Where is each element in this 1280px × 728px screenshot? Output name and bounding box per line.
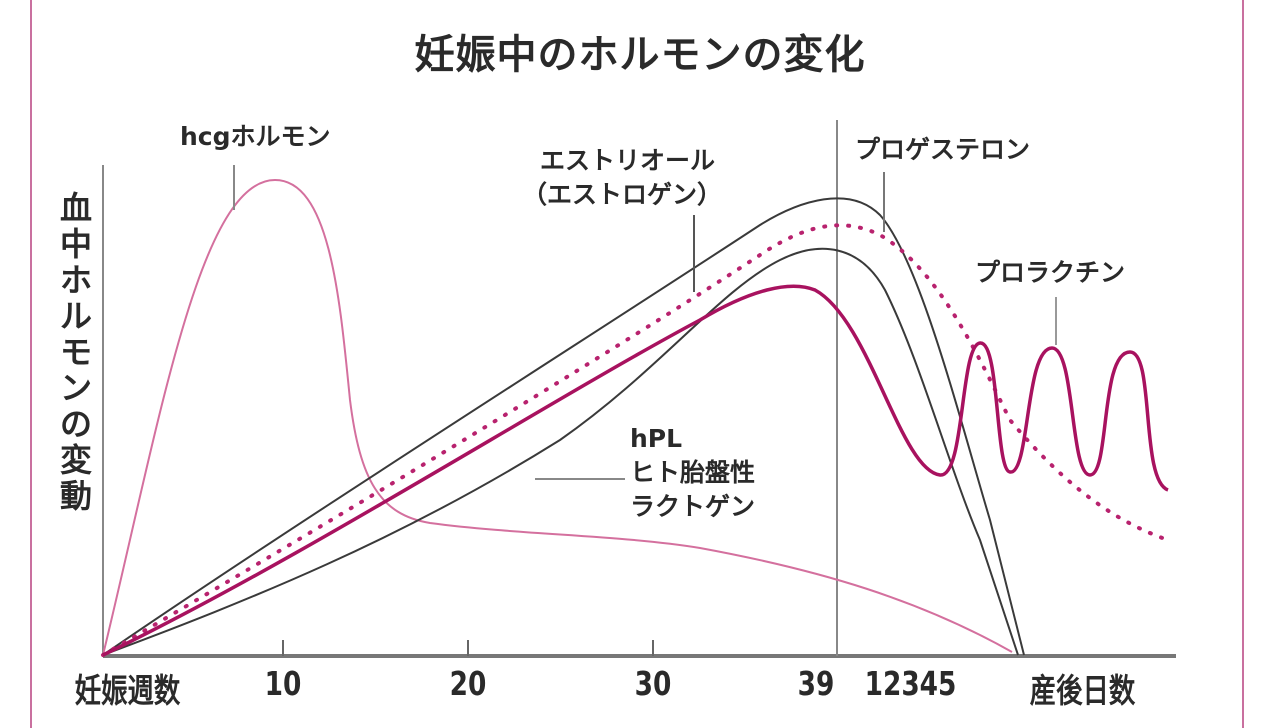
chart-frame — [30, 0, 1244, 728]
y-axis-label: 血中ホルモンの変動 — [59, 189, 92, 515]
series-hpl — [102, 247, 1019, 656]
x-tick-label: 39 — [797, 664, 835, 703]
x-axis-label-days: 産後日数 — [1029, 671, 1136, 710]
label-hpl-line3: ラクトゲン — [630, 492, 756, 521]
label-estriol-line1: エストリオール — [540, 146, 716, 175]
label-estriol-line2: （エストロゲン） — [522, 180, 723, 209]
x-tick-label: 10 — [264, 664, 302, 703]
chart-title: 妊娠中のホルモンの変化 — [414, 32, 866, 78]
series-estriol — [102, 197, 1025, 656]
series-prolactin — [102, 284, 1169, 657]
series-hcg — [102, 178, 1013, 656]
label-hpl-line1: hPL — [630, 424, 683, 453]
x-tick-label: 30 — [634, 664, 672, 703]
x-tick-label: 20 — [449, 664, 487, 703]
x-axis-label-weeks: 妊娠週数 — [74, 671, 181, 710]
x-tick-label-days: 12345 — [864, 664, 957, 703]
label-prolactin: プロラクチン — [975, 258, 1126, 287]
label-hpl-line2: ヒト胎盤性 — [630, 458, 756, 487]
label-progesterone: プロゲステロン — [855, 135, 1031, 164]
label-hcg: hcgホルモン — [180, 122, 331, 151]
